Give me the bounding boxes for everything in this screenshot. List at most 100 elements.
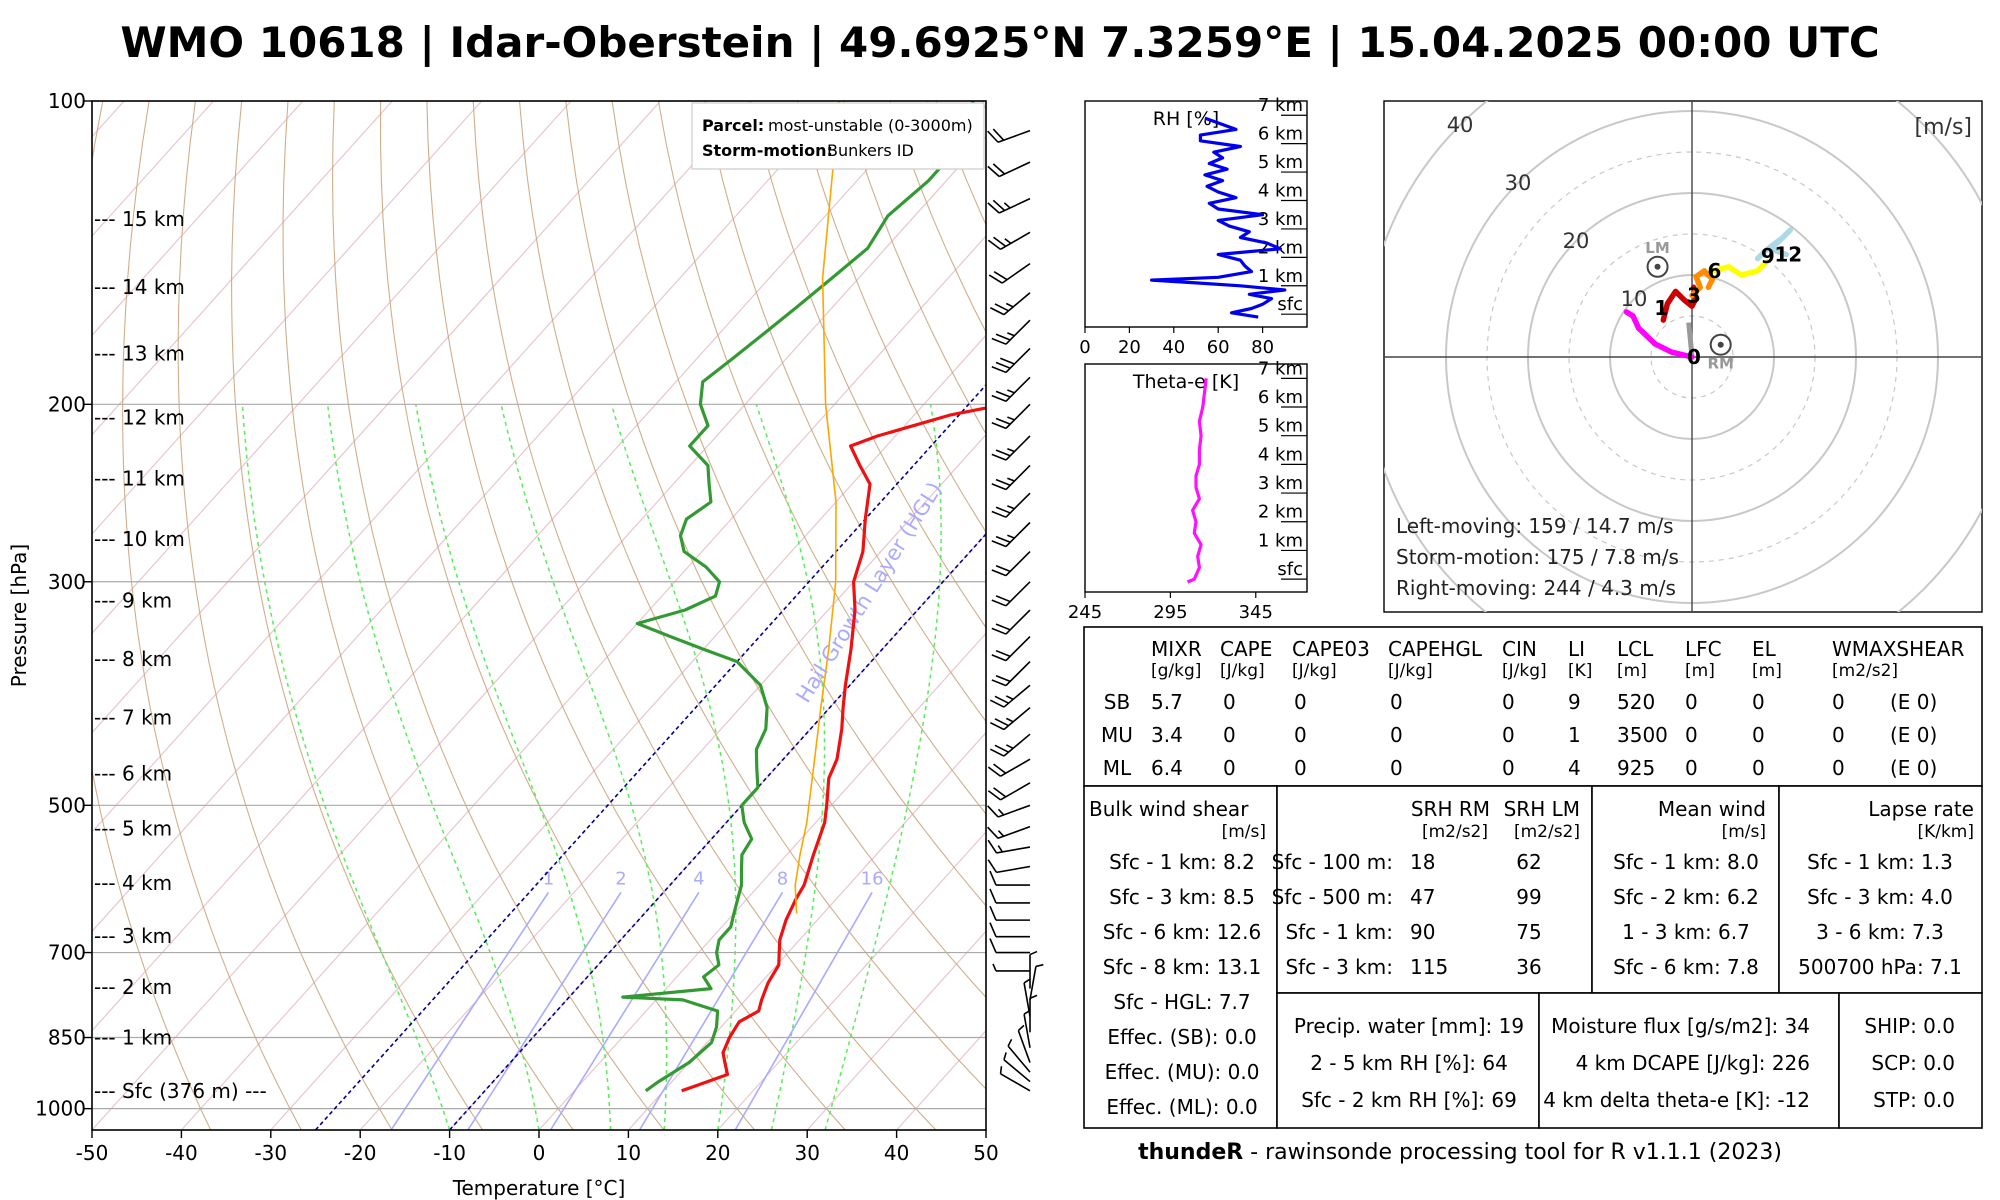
- hodograph-plot-area: 10 20 30 40 LM RM 0 136 9 12: [1384, 101, 1982, 612]
- moist-adiabat-line: [824, 404, 942, 1130]
- barb-full-feather: [993, 763, 1007, 774]
- barb-half-feather: [1004, 238, 1012, 244]
- moist-adiabat-line: [500, 404, 668, 1130]
- isotherm-line: [92, 101, 930, 1032]
- temperature-profile-line: [681, 406, 986, 1093]
- params-cell: (E 0): [1890, 690, 1937, 714]
- bulk-shear-unit: [m/s]: [1222, 822, 1266, 842]
- barb-staff: [1000, 758, 1031, 777]
- theta-e-x-tick-label: 245: [1068, 602, 1102, 623]
- moisture-row: 2 - 5 km RH [%]: 64: [1310, 1051, 1508, 1075]
- x-tick-label: 30: [794, 1141, 819, 1165]
- hodograph-segment: [1660, 284, 1699, 323]
- dry-adiabat-line: [379, 101, 756, 1130]
- mixing-ratio-line: [390, 891, 550, 1130]
- wind-barb: [991, 492, 1031, 518]
- params-cell: 5.7: [1151, 690, 1183, 714]
- params-cell: 0: [1752, 723, 1765, 747]
- dry-adiabat-line: [796, 101, 986, 534]
- barb-staff: [997, 825, 1031, 840]
- lapse-rate-row: Sfc - 1 km: 1.3: [1807, 850, 1953, 874]
- params-header: CAPE: [1220, 637, 1272, 661]
- srh-lm-value: 62: [1516, 850, 1541, 874]
- barb-staff: [1005, 347, 1031, 373]
- barb-half-feather: [1005, 695, 1014, 701]
- height-label: --- 6 km: [94, 762, 172, 786]
- params-cell: 0: [1685, 723, 1698, 747]
- isotherm-line: [92, 135, 986, 1130]
- hodograph-ring-label: 40: [1447, 113, 1474, 137]
- y-tick-label: 200: [48, 392, 86, 416]
- rh-height-label: 3 km: [1258, 209, 1303, 230]
- hodograph-segment: [1623, 309, 1695, 360]
- composites-box: [1838, 992, 1983, 1129]
- flux-box: [1538, 992, 1840, 1129]
- barb-full-feather: [994, 303, 1009, 312]
- barb-staff: [1023, 1014, 1031, 1048]
- wind-barb: [987, 758, 1031, 777]
- bulk-shear-row: Effec. (MU): 0.0: [1105, 1060, 1260, 1084]
- wind-barb: [991, 435, 1031, 461]
- isotherm-line: [806, 930, 986, 1130]
- dry-adiabat-line: [92, 101, 212, 1130]
- params-cell: 0: [1390, 723, 1403, 747]
- params-row-label: SB: [1104, 690, 1130, 714]
- barb-full-feather: [991, 421, 1007, 430]
- hodograph-height-label: 1: [1654, 296, 1668, 320]
- composite-row: STP: 0.0: [1873, 1088, 1955, 1112]
- barb-staff: [1003, 1059, 1031, 1083]
- bulk-shear-row: Sfc - 6 km: 12.6: [1103, 920, 1261, 944]
- params-header: MIXR: [1151, 637, 1202, 661]
- dry-adiabat-line: [565, 101, 986, 999]
- hgl-label: Hail Growth Layer (HGL): [791, 478, 947, 707]
- srh-lm-value: 36: [1516, 955, 1541, 979]
- barb-half-feather: [1007, 477, 1015, 482]
- bulk-shear-row: Effec. (SB): 0.0: [1107, 1025, 1256, 1049]
- height-label: --- 10 km: [94, 527, 185, 551]
- wind-barb: [988, 262, 1031, 284]
- legend-value: most-unstable (0-3000m): [768, 116, 973, 135]
- barb-full-feather: [995, 506, 1011, 514]
- srh-unit-lm: [m2/s2]: [1514, 822, 1580, 842]
- barb-staff: [1029, 966, 1037, 1001]
- barb-staff: [1017, 1030, 1031, 1063]
- params-cell: 4: [1568, 756, 1581, 780]
- mean-wind-row: Sfc - 1 km: 8.0: [1613, 850, 1759, 874]
- figure-title: WMO 10618 | Idar-Oberstein | 49.6925°N 7…: [120, 18, 1880, 67]
- barb-staff: [1001, 262, 1031, 284]
- params-row-label: MU: [1101, 723, 1133, 747]
- params-cell: 0: [1502, 690, 1515, 714]
- mixing-ratio-line: [734, 891, 873, 1130]
- theta-e-height-label: sfc: [1277, 559, 1303, 580]
- wind-barb: [991, 521, 1031, 548]
- storm-marker-label: RM: [1707, 355, 1733, 373]
- barb-half-feather: [1007, 389, 1015, 394]
- legend-box: [691, 102, 985, 170]
- isotherm-line: [270, 334, 986, 1130]
- wind-barb: [991, 551, 1031, 577]
- rh-x-tick-label: 60: [1207, 337, 1230, 358]
- barb-full-feather: [987, 239, 1002, 250]
- barb-half-feather: [1035, 963, 1044, 968]
- dry-adiabat-line: [750, 101, 986, 629]
- theta-e-height-label: 5 km: [1258, 416, 1303, 437]
- mixing-ratio-label: 16: [861, 868, 884, 889]
- x-tick-label: 40: [884, 1141, 909, 1165]
- rh-line: [1150, 116, 1287, 319]
- params-header: LCL: [1617, 637, 1654, 661]
- wind-barb: [989, 733, 1031, 757]
- barb-full-feather: [995, 674, 1011, 683]
- barb-half-feather: [997, 830, 1005, 837]
- wind-barb: [987, 161, 1031, 178]
- params-row-label: ML: [1103, 756, 1132, 780]
- barb-full-feather: [991, 569, 1007, 577]
- barb-staff: [1000, 231, 1031, 251]
- storm-marker-dot: [1717, 341, 1724, 348]
- storm-marker-dot: [1654, 263, 1661, 270]
- rh-x-tick-label: 0: [1079, 337, 1090, 358]
- rh-height-label: sfc: [1277, 294, 1303, 315]
- bulk-shear-row: Sfc - 8 km: 13.1: [1103, 955, 1261, 979]
- barb-half-feather: [1007, 416, 1015, 421]
- theta-e-height-label: 3 km: [1258, 473, 1303, 494]
